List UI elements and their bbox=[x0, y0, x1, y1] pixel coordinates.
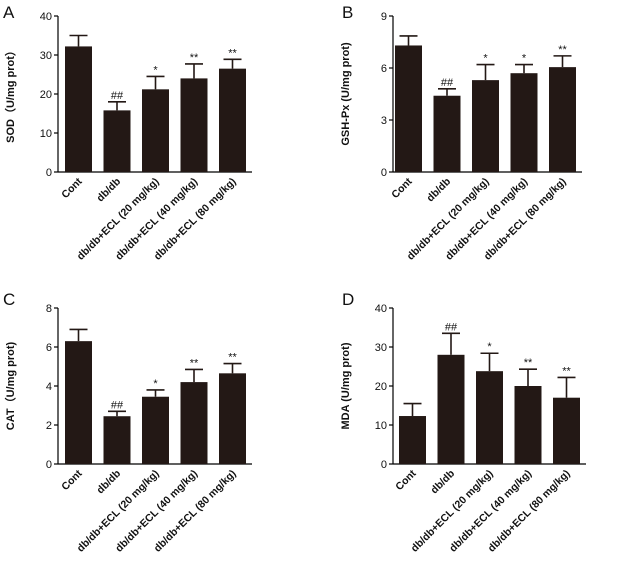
significance-label: * bbox=[522, 53, 527, 65]
y-tick-label: 40 bbox=[375, 303, 387, 315]
significance-label: ** bbox=[228, 47, 237, 59]
y-axis-title: CAT（U/mg prot) bbox=[4, 341, 17, 430]
x-tick-label: db/db bbox=[94, 468, 123, 497]
panel-letter: B bbox=[342, 3, 353, 22]
x-tick-label: db/db bbox=[94, 176, 123, 205]
panel-letter: D bbox=[342, 290, 354, 309]
significance-label: * bbox=[153, 378, 158, 390]
bar bbox=[65, 46, 92, 172]
x-tick-label: Cont bbox=[59, 175, 85, 201]
significance-label: * bbox=[153, 64, 158, 76]
panel-letter: A bbox=[3, 3, 15, 22]
bar bbox=[103, 110, 131, 172]
bar bbox=[472, 80, 499, 172]
y-tick-label: 0 bbox=[381, 167, 387, 179]
bar bbox=[142, 89, 169, 172]
bar bbox=[399, 416, 426, 464]
y-tick-label: 6 bbox=[46, 342, 52, 354]
bar bbox=[180, 382, 208, 464]
bar bbox=[549, 67, 576, 172]
bar bbox=[219, 68, 246, 172]
bar bbox=[219, 373, 246, 464]
bar bbox=[180, 78, 208, 172]
significance-label: * bbox=[487, 341, 492, 353]
bar bbox=[437, 354, 465, 464]
significance-label: ** bbox=[558, 44, 567, 56]
y-tick-label: 0 bbox=[381, 459, 387, 471]
panel-letter: C bbox=[3, 290, 15, 309]
y-tick-label: 20 bbox=[375, 381, 387, 393]
bar bbox=[433, 95, 461, 172]
bar bbox=[553, 397, 580, 464]
y-tick-label: 8 bbox=[46, 303, 52, 315]
x-tick-label: Cont bbox=[389, 175, 415, 201]
y-tick-label: 40 bbox=[40, 11, 52, 23]
significance-label: ** bbox=[190, 52, 199, 64]
y-tick-label: 9 bbox=[381, 11, 387, 23]
y-tick-label: 10 bbox=[40, 128, 52, 140]
y-axis-title: MDA (U/mg prot) bbox=[340, 342, 352, 429]
y-tick-label: 30 bbox=[375, 342, 387, 354]
y-axis-title: GSH-Px (U/mg prot) bbox=[340, 42, 352, 146]
y-tick-label: 0 bbox=[46, 167, 52, 179]
significance-label: ** bbox=[228, 352, 237, 364]
x-tick-label: Cont bbox=[59, 467, 85, 493]
x-tick-label: db/db bbox=[424, 176, 453, 205]
significance-label: ## bbox=[111, 399, 124, 411]
y-tick-label: 30 bbox=[40, 50, 52, 62]
bar bbox=[103, 416, 131, 464]
bar bbox=[514, 386, 542, 464]
y-axis-title: SOD（U/mg prot） bbox=[4, 45, 17, 143]
bar bbox=[510, 73, 538, 172]
significance-label: ** bbox=[190, 357, 199, 369]
bar bbox=[395, 45, 422, 172]
bar bbox=[476, 371, 503, 464]
y-tick-label: 4 bbox=[46, 381, 52, 393]
y-tick-label: 10 bbox=[375, 420, 387, 432]
y-tick-label: 6 bbox=[381, 63, 387, 75]
significance-label: ## bbox=[445, 321, 458, 333]
y-tick-label: 20 bbox=[40, 89, 52, 101]
x-tick-label: db/db bbox=[428, 468, 457, 497]
y-tick-label: 3 bbox=[381, 115, 387, 127]
y-tick-label: 2 bbox=[46, 420, 52, 432]
significance-label: ## bbox=[111, 90, 124, 102]
bar bbox=[65, 341, 92, 464]
significance-label: * bbox=[483, 53, 488, 65]
x-tick-label: Cont bbox=[393, 467, 419, 493]
y-tick-label: 0 bbox=[46, 459, 52, 471]
significance-label: ## bbox=[441, 77, 454, 89]
significance-label: ** bbox=[524, 357, 533, 369]
bar bbox=[142, 396, 169, 464]
significance-label: ** bbox=[562, 365, 571, 377]
